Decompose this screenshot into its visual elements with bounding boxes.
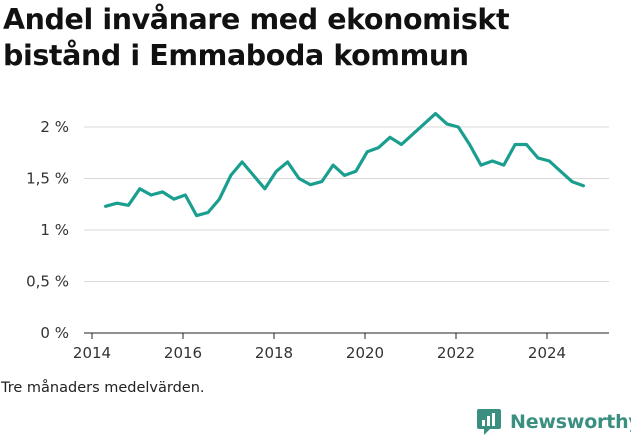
y-tick-label: 0,5 % [26, 273, 69, 291]
x-tick-label: 2024 [528, 344, 566, 362]
brand-name: Newsworthy [510, 411, 631, 433]
line-chart: 0 % 0,5 % 1 % 1,5 % 2 % 2014 2016 2018 2020 2022… [26, 111, 609, 362]
x-tick-label: 2022 [437, 344, 475, 362]
x-tick-label: 2014 [73, 344, 111, 362]
series-line [103, 111, 586, 218]
y-tick-label: 2 % [40, 118, 69, 136]
chart-title: Andel invånare med ekonomiskt bistånd i … [3, 3, 510, 72]
y-axis-ticks: 0 % 0,5 % 1 % 1,5 % 2 % [26, 118, 69, 342]
x-tick-label: 2020 [346, 344, 384, 362]
x-tick-label: 2016 [164, 344, 202, 362]
gridlines [84, 126, 609, 282]
newsworthy-logo-icon [477, 409, 501, 435]
x-axis-ticks: 2014 2016 2018 2020 2022 2024 [73, 333, 566, 362]
y-tick-label: 1 % [40, 221, 69, 239]
footnote: Tre månaders medelvärden. [1, 380, 205, 396]
brand-logo: Newsworthy [476, 406, 631, 438]
y-tick-label: 0 % [40, 324, 69, 342]
x-tick-label: 2018 [255, 344, 293, 362]
series-group [103, 111, 586, 218]
y-tick-label: 1,5 % [26, 170, 69, 188]
